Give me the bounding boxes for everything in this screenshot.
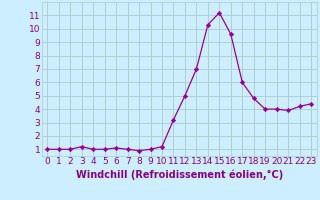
X-axis label: Windchill (Refroidissement éolien,°C): Windchill (Refroidissement éolien,°C): [76, 169, 283, 180]
